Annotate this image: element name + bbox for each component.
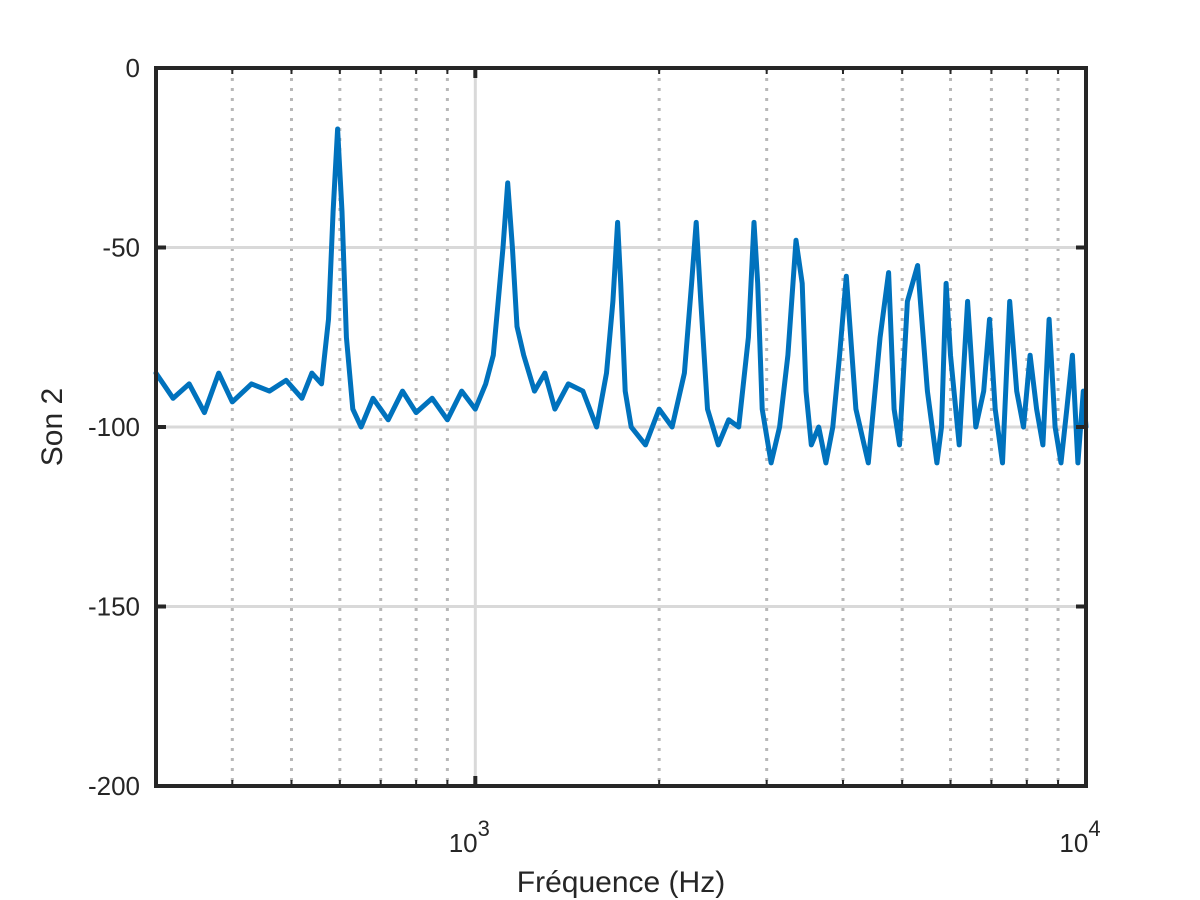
y-tick-label: 0 (126, 53, 140, 83)
x-tick-label-base: 10 (449, 828, 478, 858)
x-tick-label: 104 (1059, 816, 1100, 858)
spectrum-line (153, 126, 1089, 466)
series-layer (153, 126, 1089, 466)
x-axis-label: Fréquence (Hz) (517, 866, 725, 899)
y-tick-label: -200 (88, 771, 140, 801)
y-tick-label: -150 (88, 592, 140, 622)
x-tick-label-exponent: 3 (478, 816, 490, 841)
y-tick-label: -50 (102, 233, 140, 263)
x-tick-label-exponent: 4 (1088, 816, 1100, 841)
ticks (156, 66, 1088, 788)
y-tick-label: -100 (88, 412, 140, 442)
x-tick-label: 103 (449, 816, 490, 858)
y-axis-label: Son 2 (36, 388, 69, 466)
x-tick-label-base: 10 (1059, 828, 1088, 858)
